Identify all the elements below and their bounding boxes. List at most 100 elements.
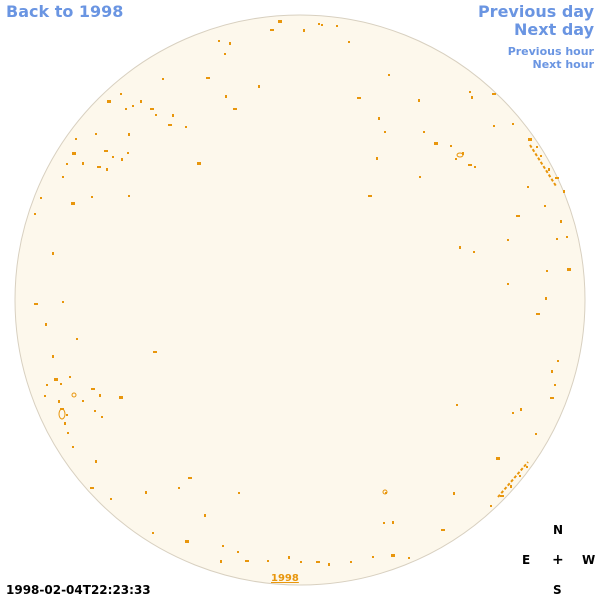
feature-mark bbox=[153, 351, 157, 353]
feature-mark bbox=[555, 177, 559, 179]
feature-limb-cluster bbox=[497, 461, 529, 498]
compass-center: + bbox=[552, 552, 564, 568]
feature-mark bbox=[107, 100, 111, 103]
feature-mark bbox=[453, 492, 455, 495]
back-to-year-link[interactable]: Back to 1998 bbox=[6, 2, 124, 21]
feature-mark bbox=[225, 95, 227, 98]
feature-mark bbox=[64, 422, 66, 425]
feature-mark bbox=[95, 460, 97, 463]
feature-mark bbox=[238, 492, 240, 494]
feature-mark bbox=[145, 491, 147, 494]
feature-mark bbox=[185, 126, 187, 128]
feature-mark bbox=[132, 105, 134, 107]
feature-mark bbox=[300, 561, 302, 563]
feature-mark bbox=[34, 213, 36, 215]
feature-mark bbox=[288, 556, 290, 559]
feature-mark bbox=[357, 97, 361, 99]
feature-mark bbox=[496, 457, 500, 460]
feature-limb-cluster bbox=[529, 144, 557, 187]
feature-mark bbox=[372, 556, 374, 558]
feature-mark bbox=[507, 239, 509, 241]
feature-mark bbox=[528, 138, 532, 141]
compass-north: N bbox=[553, 523, 564, 537]
feature-mark bbox=[318, 23, 320, 25]
feature-loop bbox=[58, 408, 66, 420]
feature-mark bbox=[526, 466, 528, 468]
feature-mark bbox=[106, 168, 108, 171]
feature-mark bbox=[267, 560, 269, 562]
feature-mark bbox=[62, 301, 64, 303]
feature-mark bbox=[52, 252, 54, 255]
feature-mark bbox=[112, 156, 114, 158]
feature-mark bbox=[383, 522, 385, 524]
feature-mark bbox=[556, 238, 558, 240]
feature-mark bbox=[388, 74, 390, 76]
feature-mark bbox=[544, 205, 546, 207]
feature-mark bbox=[434, 142, 438, 145]
year-link[interactable]: 1998 bbox=[271, 573, 299, 584]
feature-mark bbox=[456, 404, 458, 406]
feature-mark bbox=[206, 77, 210, 79]
feature-mark bbox=[71, 202, 75, 205]
feature-mark bbox=[441, 529, 445, 531]
feature-mark bbox=[510, 485, 512, 488]
next-day-link[interactable]: Next day bbox=[514, 20, 594, 39]
feature-mark bbox=[563, 190, 565, 193]
feature-mark bbox=[519, 475, 521, 477]
feature-mark bbox=[34, 303, 38, 305]
feature-mark bbox=[95, 133, 97, 135]
feature-mark bbox=[72, 446, 74, 448]
feature-mark bbox=[536, 313, 540, 315]
feature-loop bbox=[71, 392, 77, 398]
feature-mark bbox=[560, 220, 562, 223]
feature-mark bbox=[245, 560, 249, 562]
feature-mark bbox=[125, 108, 127, 110]
next-hour-link[interactable]: Next hour bbox=[532, 58, 595, 71]
feature-mark bbox=[321, 24, 323, 26]
feature-mark bbox=[316, 561, 320, 563]
feature-mark bbox=[423, 131, 425, 133]
feature-mark bbox=[540, 155, 542, 157]
previous-day-link[interactable]: Previous day bbox=[477, 2, 594, 21]
observation-timestamp: 1998-02-04T22:23:33 bbox=[6, 583, 151, 597]
feature-mark bbox=[94, 410, 96, 412]
feature-mark bbox=[392, 521, 394, 524]
feature-mark bbox=[66, 414, 68, 416]
feature-mark bbox=[546, 270, 548, 272]
feature-mark bbox=[473, 251, 475, 253]
previous-hour-link[interactable]: Previous hour bbox=[507, 45, 594, 58]
feature-mark bbox=[493, 125, 495, 127]
feature-mark bbox=[459, 246, 461, 249]
feature-mark bbox=[468, 164, 472, 166]
feature-mark bbox=[536, 146, 538, 148]
solar-features bbox=[34, 20, 571, 566]
feature-mark bbox=[500, 495, 504, 497]
feature-mark bbox=[121, 158, 123, 161]
feature-mark bbox=[91, 388, 95, 390]
feature-mark bbox=[492, 93, 496, 95]
feature-mark bbox=[40, 197, 42, 199]
feature-mark bbox=[516, 215, 520, 217]
feature-mark bbox=[237, 551, 239, 553]
feature-mark bbox=[127, 152, 129, 154]
feature-mark bbox=[419, 176, 421, 178]
feature-mark bbox=[204, 514, 206, 517]
feature-mark bbox=[512, 123, 514, 125]
feature-mark bbox=[72, 152, 76, 155]
feature-mark bbox=[303, 29, 305, 32]
feature-mark bbox=[385, 492, 387, 494]
feature-mark bbox=[45, 323, 47, 326]
feature-mark bbox=[566, 236, 568, 238]
feature-mark bbox=[535, 433, 537, 435]
feature-mark bbox=[328, 563, 330, 566]
feature-mark bbox=[378, 117, 380, 120]
feature-mark bbox=[140, 100, 142, 103]
feature-mark bbox=[60, 383, 62, 385]
compass-east: E bbox=[522, 553, 531, 567]
feature-mark bbox=[62, 176, 64, 178]
feature-mark bbox=[162, 78, 164, 80]
feature-mark bbox=[520, 408, 522, 411]
feature-mark bbox=[152, 532, 154, 534]
feature-mark bbox=[54, 378, 58, 381]
